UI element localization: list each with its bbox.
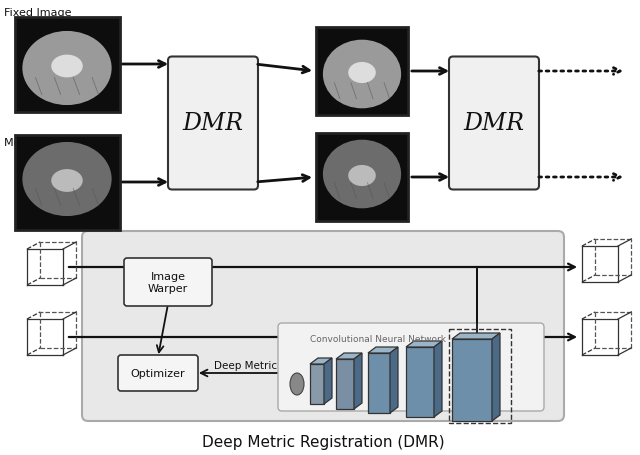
Ellipse shape <box>290 373 304 395</box>
Text: Image
Warper: Image Warper <box>148 271 188 293</box>
Ellipse shape <box>22 32 111 106</box>
Ellipse shape <box>22 142 111 217</box>
Bar <box>368 353 390 413</box>
Bar <box>316 28 408 116</box>
Ellipse shape <box>51 56 83 78</box>
Bar <box>310 364 324 404</box>
Ellipse shape <box>348 63 376 84</box>
Ellipse shape <box>348 166 376 187</box>
FancyBboxPatch shape <box>168 57 258 190</box>
Text: DMR: DMR <box>463 112 525 135</box>
Text: Fixed Image: Fixed Image <box>4 8 72 18</box>
Ellipse shape <box>51 170 83 192</box>
FancyBboxPatch shape <box>82 232 564 421</box>
Text: Deep Metric: Deep Metric <box>214 360 278 370</box>
Bar <box>15 17 120 112</box>
Bar <box>15 135 120 230</box>
FancyBboxPatch shape <box>124 258 212 306</box>
Polygon shape <box>324 358 332 404</box>
Bar <box>316 134 408 222</box>
Ellipse shape <box>323 40 401 109</box>
Polygon shape <box>406 341 442 347</box>
Text: DMR: DMR <box>182 112 243 135</box>
Bar <box>406 347 434 417</box>
Bar <box>336 359 354 409</box>
Polygon shape <box>354 353 362 409</box>
Text: Optimizer: Optimizer <box>131 368 186 378</box>
Bar <box>452 339 492 421</box>
Polygon shape <box>368 347 398 353</box>
Polygon shape <box>492 333 500 421</box>
Polygon shape <box>452 333 500 339</box>
Polygon shape <box>336 353 362 359</box>
Polygon shape <box>434 341 442 417</box>
FancyBboxPatch shape <box>278 324 544 411</box>
Text: Moving Image: Moving Image <box>4 138 83 148</box>
Text: Deep Metric Registration (DMR): Deep Metric Registration (DMR) <box>202 434 444 449</box>
Polygon shape <box>390 347 398 413</box>
FancyBboxPatch shape <box>449 57 539 190</box>
Polygon shape <box>310 358 332 364</box>
Ellipse shape <box>323 141 401 209</box>
Bar <box>449 329 511 423</box>
FancyBboxPatch shape <box>118 355 198 391</box>
Text: Convolutional Neural Network: Convolutional Neural Network <box>310 334 446 343</box>
